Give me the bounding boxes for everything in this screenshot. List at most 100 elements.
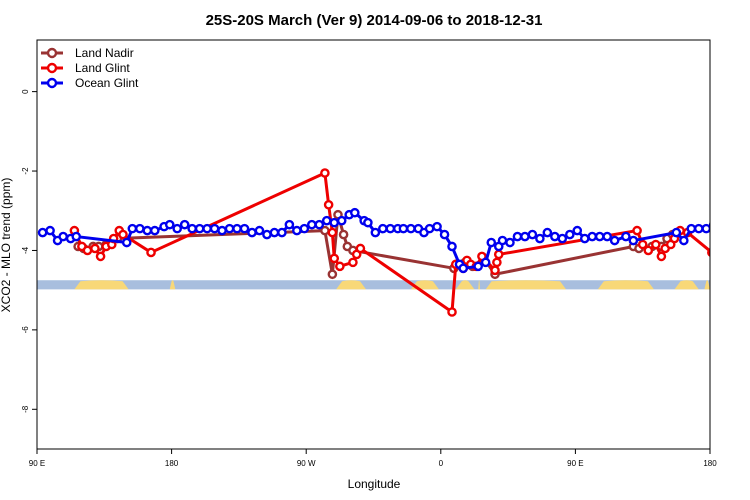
data-point <box>329 217 340 228</box>
data-point <box>527 229 538 240</box>
data-point <box>314 219 325 230</box>
data-point <box>458 263 469 274</box>
data-point <box>187 223 197 234</box>
data-point <box>321 215 332 226</box>
data-point <box>90 243 100 254</box>
data-point <box>262 229 272 240</box>
land-segment <box>674 280 699 290</box>
data-point <box>350 207 360 218</box>
data-point <box>602 231 612 242</box>
y-axis: 0 -2 -4 -6 -8 <box>21 89 37 413</box>
data-point <box>505 237 515 248</box>
ocean-strip <box>37 280 710 290</box>
data-point <box>439 229 450 240</box>
land-segment <box>597 280 654 290</box>
y-tick-label: -2 <box>21 167 30 175</box>
land-segment <box>455 280 475 290</box>
land-segment <box>478 280 481 290</box>
chart-title: 25S-20S March (Ver 9) 2014-09-06 to 2018… <box>206 12 543 29</box>
land-ocean-strip <box>37 280 710 290</box>
data-point <box>650 239 661 250</box>
data-point <box>609 235 620 246</box>
data-point <box>406 223 416 234</box>
data-point <box>320 168 330 178</box>
data-point <box>149 225 160 236</box>
data-point <box>194 223 205 234</box>
data-point <box>327 269 338 280</box>
data-point <box>307 219 317 230</box>
data-point <box>557 233 568 244</box>
legend-swatch-marker <box>46 47 58 59</box>
data-point <box>82 245 93 256</box>
legend-swatch-marker <box>46 77 58 89</box>
data-point <box>432 221 442 232</box>
data-point <box>707 248 710 257</box>
data-point <box>269 227 280 238</box>
y-axis-label: XCO2 - MLO trend (ppm) <box>0 178 13 313</box>
data-point <box>363 217 373 228</box>
data-point <box>712 225 719 232</box>
data-point <box>232 223 242 234</box>
data-point <box>247 227 257 238</box>
data-point <box>716 219 723 226</box>
data-point <box>118 229 128 240</box>
data-point <box>701 223 710 234</box>
x-tick-label: 180 <box>165 459 179 468</box>
data-point <box>217 225 227 236</box>
data-point <box>385 223 396 234</box>
land-segment <box>485 280 567 290</box>
data-point <box>708 221 710 228</box>
data-point <box>550 231 560 242</box>
data-point <box>254 225 265 236</box>
data-point <box>632 225 642 236</box>
x-axis: 90 E 180 90 W 0 90 E 180 <box>29 449 717 468</box>
data-point <box>239 223 250 234</box>
data-point <box>587 231 598 242</box>
data-point <box>490 265 500 276</box>
data-point <box>37 227 48 238</box>
data-point <box>45 225 55 236</box>
data-point <box>142 225 153 236</box>
data-point <box>424 223 435 234</box>
data-point <box>520 231 530 242</box>
data-point <box>643 245 654 256</box>
data-point <box>121 237 132 248</box>
data-point <box>172 223 183 234</box>
data-point <box>292 225 302 236</box>
data-point <box>209 223 220 234</box>
x-tick-label: 180 <box>703 459 717 468</box>
data-point <box>628 235 639 246</box>
data-point <box>370 227 381 238</box>
data-point <box>336 215 347 226</box>
data-point <box>127 223 138 234</box>
data-point <box>473 261 483 272</box>
data-point <box>594 231 605 242</box>
legend-swatch-marker <box>46 62 58 74</box>
legend-label: Land Nadir <box>75 46 134 60</box>
data-point <box>512 231 523 242</box>
data-point <box>579 233 590 244</box>
data-point <box>179 219 190 230</box>
data-point <box>447 241 457 252</box>
data-point <box>355 243 366 254</box>
data-point <box>497 235 508 246</box>
data-point <box>671 227 682 238</box>
data-point <box>493 249 504 260</box>
plot-frame <box>36 39 711 450</box>
y-tick-label: 0 <box>21 89 30 94</box>
data-point <box>637 239 648 250</box>
data-point <box>202 223 212 234</box>
data-point <box>693 223 704 234</box>
data-point <box>378 223 388 234</box>
legend-label: Land Glint <box>75 61 130 75</box>
data-point <box>542 227 553 238</box>
land-segment <box>169 280 176 290</box>
x-tick-label: 90 W <box>297 459 316 468</box>
data-point <box>679 235 689 246</box>
x-tick-label: 0 <box>439 459 444 468</box>
data-point <box>656 251 667 262</box>
data-point <box>398 223 409 234</box>
data-point <box>492 257 502 268</box>
